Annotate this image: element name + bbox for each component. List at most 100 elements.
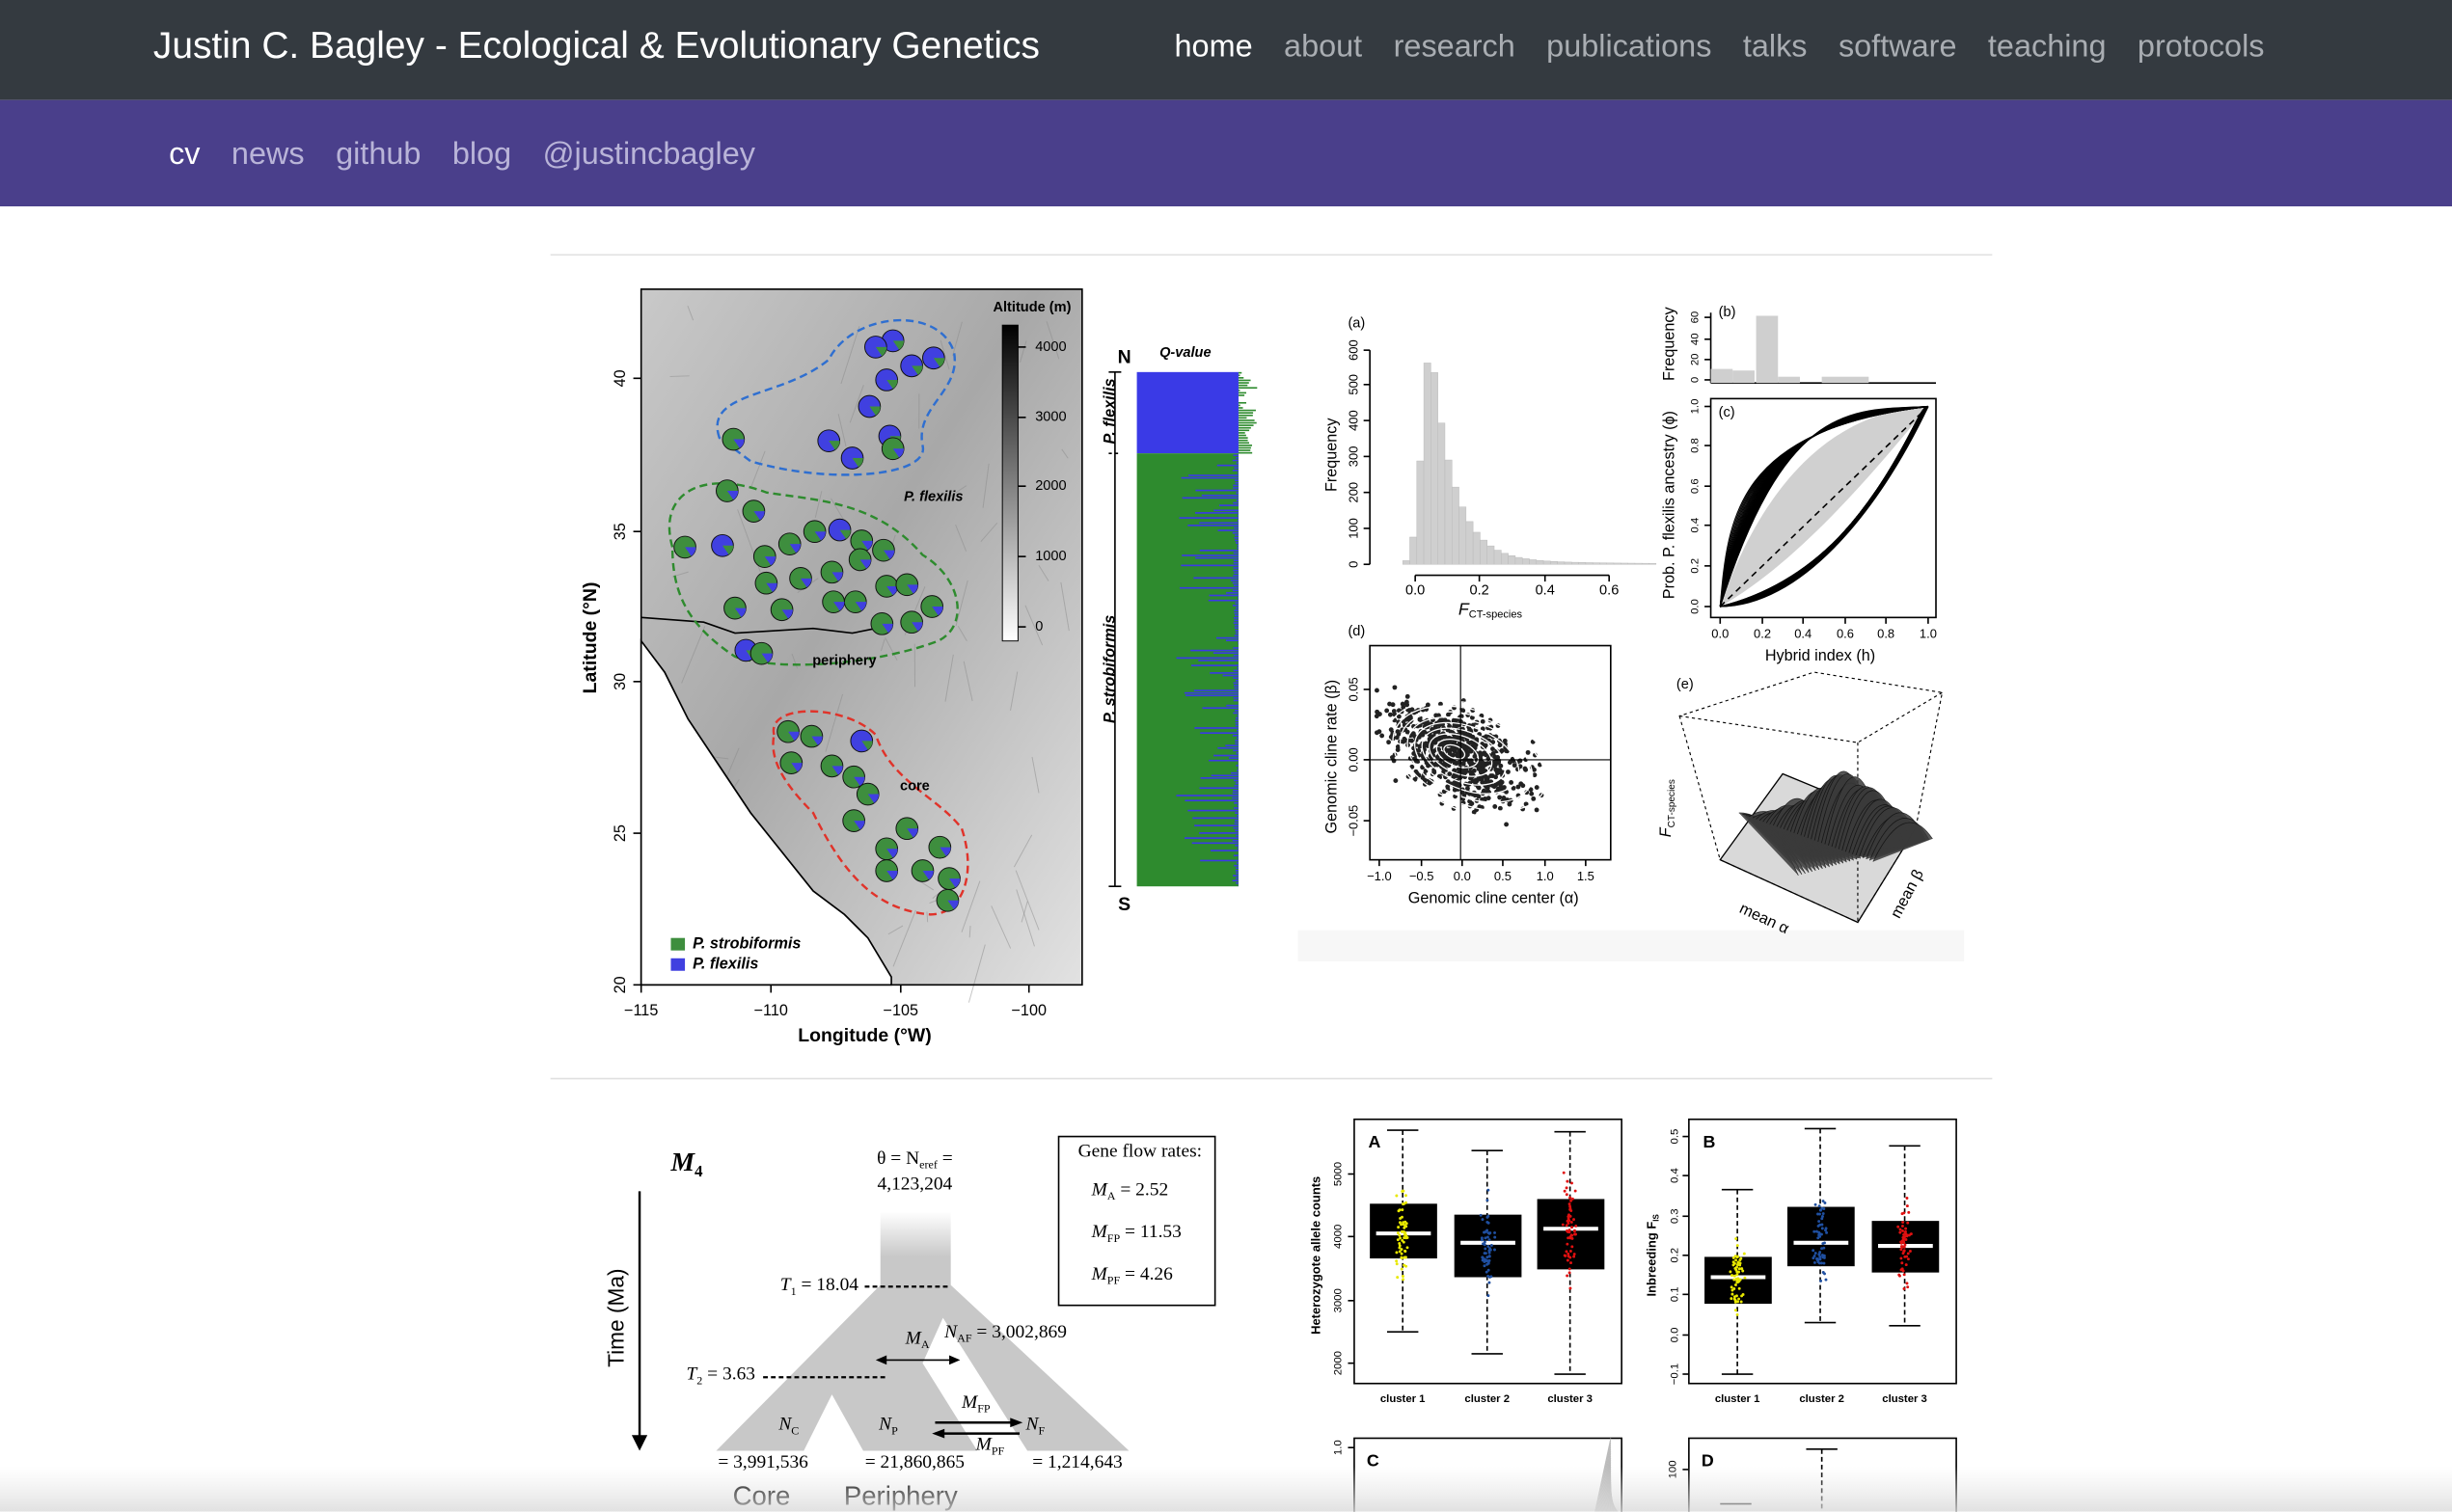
relief-texture [961, 880, 981, 932]
nav-link[interactable]: github [336, 137, 422, 173]
jitter-dot [1569, 1199, 1572, 1202]
nav-link[interactable]: teaching [1987, 29, 2107, 65]
q-streak [1233, 622, 1239, 624]
jitter-dot [1566, 1274, 1569, 1278]
scatter-dot [1497, 805, 1503, 811]
jitter-dot [1824, 1278, 1828, 1282]
label: Heterozygote allele counts [1308, 1176, 1322, 1335]
scatter-dot [1442, 717, 1448, 723]
jitter-dot [1818, 1212, 1821, 1216]
jitter-dot [1570, 1245, 1574, 1249]
scatter-dot [1492, 803, 1498, 809]
scatter-dot [1485, 789, 1491, 795]
sample-pie-slice [933, 358, 945, 367]
jitter-dot [1401, 1208, 1404, 1212]
nav-link[interactable]: protocols [2137, 29, 2265, 65]
text-part: C [791, 1423, 799, 1437]
scatter-dot [1465, 786, 1470, 792]
ancestral-trunk [880, 1211, 951, 1287]
nav-link[interactable]: cv [169, 137, 201, 173]
q-streak [1236, 834, 1239, 837]
q-streak [1234, 801, 1239, 804]
site-title[interactable]: Justin C. Bagley - Ecological & Evolutio… [152, 24, 1040, 68]
scatter-dot [1422, 777, 1428, 783]
q-streak [1238, 442, 1250, 445]
q-streak [1236, 881, 1239, 884]
jitter-dot [1730, 1292, 1734, 1296]
jitter-dot [1740, 1267, 1744, 1271]
gene-flow-box [1057, 1135, 1216, 1307]
jitter-dot [1568, 1256, 1572, 1259]
label: 0 [1346, 561, 1360, 568]
q-streak [1194, 727, 1239, 729]
sample-pie-slice [861, 741, 873, 750]
branch-gap [922, 1317, 1028, 1451]
nav-link[interactable]: news [231, 137, 305, 173]
sample-pie-slice [932, 607, 943, 616]
nav-link[interactable]: talks [1742, 29, 1808, 65]
jitter-dot [1398, 1246, 1402, 1250]
jitter-dot [1486, 1268, 1490, 1272]
rule [1719, 405, 1929, 608]
q-streak [1238, 597, 1239, 599]
legend-swatch [670, 937, 686, 951]
hist-bar [1452, 486, 1459, 565]
q-streak [1233, 654, 1239, 657]
jitter-dot [1738, 1278, 1742, 1282]
jitter-dot [1486, 1245, 1490, 1248]
label: 5000 [1333, 1162, 1345, 1186]
scatter-dot [1469, 734, 1475, 740]
scatter-dot [1461, 745, 1467, 750]
jitter-dot [1493, 1230, 1497, 1234]
label: 0.6 [1599, 583, 1619, 599]
scatter-dot [1451, 752, 1457, 758]
scatter-dot [1409, 738, 1414, 743]
label: 0.8 [1877, 627, 1894, 641]
q-streak [1233, 454, 1239, 457]
label: cluster 1 [1715, 1393, 1760, 1405]
jitter-dot [1568, 1196, 1571, 1200]
scatter-dot [1374, 730, 1379, 736]
q-streak [1238, 421, 1257, 424]
q-streak [1210, 672, 1239, 674]
scatter-dot [1462, 730, 1468, 736]
text-part: M [1091, 1264, 1109, 1284]
label: Altitude (m) [993, 300, 1071, 315]
jitter-dot [1731, 1256, 1735, 1259]
text-part: CT-species [1469, 609, 1523, 621]
label: 0.4 [1536, 583, 1555, 599]
nav-link[interactable]: @justincbagley [542, 137, 755, 173]
nav-link[interactable]: about [1284, 29, 1363, 65]
q-streak [1235, 724, 1239, 727]
jitter-dot [1565, 1250, 1568, 1254]
jitter-dot [1566, 1258, 1569, 1262]
sample-pie-slice [726, 491, 739, 500]
jitter-dot [1487, 1251, 1491, 1255]
q-streak [1235, 602, 1239, 605]
nav-link[interactable]: software [1838, 29, 1957, 65]
q-streak [1225, 639, 1239, 642]
q-streak [1212, 652, 1239, 654]
jitter-dot [1822, 1246, 1826, 1250]
q-streak [1236, 867, 1239, 870]
scatter-dot [1480, 760, 1485, 766]
scatter-dot [1446, 712, 1451, 717]
jitter-dot [1489, 1243, 1493, 1247]
text-part: F [1657, 826, 1675, 837]
hist-bar [1732, 370, 1755, 384]
sample-pie-slice [685, 547, 696, 556]
q-streak [1233, 854, 1239, 857]
text-part: F [1038, 1423, 1045, 1437]
nav-link[interactable]: publications [1546, 29, 1712, 65]
q-streak [1233, 749, 1239, 752]
nav-link[interactable]: research [1393, 29, 1515, 65]
label: NAF = 3,002,869 [943, 1322, 1067, 1344]
label: 0.0 [1711, 627, 1729, 641]
nav-link[interactable]: home [1174, 29, 1253, 65]
scatter-dot [1375, 688, 1379, 693]
text-part: 4 [695, 1162, 703, 1180]
label: 0.6 [1837, 627, 1854, 641]
nav-link[interactable]: blog [451, 137, 512, 173]
scatter-dot [1447, 771, 1453, 777]
